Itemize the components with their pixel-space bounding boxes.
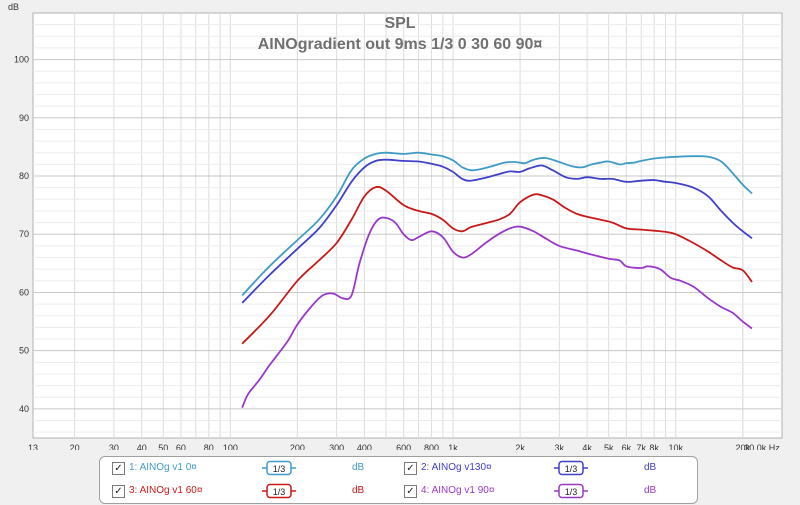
chart-title: SPL: [384, 15, 415, 32]
y-tick-label: 40: [19, 404, 29, 414]
x-tick-label: 8k: [649, 443, 659, 450]
legend-label-1: 1: AINOg v1 0¤: [129, 462, 197, 473]
x-tick-label: 30,0k Hz: [744, 443, 780, 450]
smoothing-button-1[interactable]: 1/3: [262, 460, 296, 476]
legend-label-2: 2: AINOg v130¤: [421, 462, 492, 473]
smoothing-icon: 1/3: [554, 483, 588, 499]
x-tick-label: 10k: [668, 443, 683, 450]
series-line-4: [241, 216, 753, 409]
smoothing-icon: 1/3: [262, 460, 296, 476]
chart-subtitle: AINOgradient out 9ms 1/3 0 30 60 90¤: [258, 36, 543, 53]
legend-checkbox-1[interactable]: ✓: [112, 462, 125, 475]
legend-unit-2: dB: [644, 462, 657, 473]
x-tick-label: 1k: [448, 443, 458, 450]
x-tick-label: 800: [424, 443, 439, 450]
y-unit-label: dB: [8, 2, 19, 12]
legend-unit-3: dB: [352, 485, 365, 496]
x-tick-label: 60: [176, 443, 186, 450]
series-line-1: [241, 151, 753, 297]
x-tick-label: 30: [109, 443, 119, 450]
legend-label-4: 4: AINOg v1 90¤: [421, 485, 495, 496]
legend-item-3[interactable]: ✓ 3: AINOg v1 60¤ 1/3 dB: [112, 481, 392, 501]
x-tick-label: 600: [396, 443, 411, 450]
x-tick-label: 3k: [555, 443, 565, 450]
smoothing-label: 1/3: [273, 487, 286, 497]
legend-item-2[interactable]: ✓ 2: AINOg v130¤ 1/3 dB: [404, 458, 684, 478]
spl-chart: 40 50 60 70 80 90 100 13 20 30 40 50 60 80 100 200 300 4…: [8, 2, 783, 450]
x-tick-label: 6k: [622, 443, 632, 450]
smoothing-button-4[interactable]: 1/3: [554, 483, 588, 499]
x-tick-label: 5k: [604, 443, 614, 450]
x-tick-label: 20k: [736, 443, 751, 450]
smoothing-button-2[interactable]: 1/3: [554, 460, 588, 476]
legend-checkbox-4[interactable]: ✓: [404, 485, 417, 498]
smoothing-button-3[interactable]: 1/3: [262, 483, 296, 499]
y-tick-label: 80: [19, 171, 29, 181]
y-tick-label: 60: [19, 287, 29, 297]
smoothing-label: 1/3: [565, 487, 578, 497]
x-tick-label: 300: [329, 443, 344, 450]
smoothing-label: 1/3: [565, 464, 578, 474]
y-axis: 40 50 60 70 80 90 100: [14, 55, 29, 414]
x-tick-label: 2k: [515, 443, 525, 450]
legend-unit-1: dB: [352, 462, 365, 473]
y-tick-label: 50: [19, 346, 29, 356]
y-tick-label: 90: [19, 113, 29, 123]
legend-unit-4: dB: [644, 485, 657, 496]
smoothing-icon: 1/3: [554, 460, 588, 476]
x-tick-label: 400: [357, 443, 372, 450]
smoothing-icon: 1/3: [262, 483, 296, 499]
legend-label-3: 3: AINOg v1 60¤: [129, 485, 203, 496]
x-tick-label: 200: [290, 443, 305, 450]
x-tick-label: 20: [70, 443, 80, 450]
y-tick-label: 70: [19, 229, 29, 239]
series-line-3: [241, 185, 753, 345]
legend-item-4[interactable]: ✓ 4: AINOg v1 90¤ 1/3 dB: [404, 481, 684, 501]
legend-checkbox-2[interactable]: ✓: [404, 462, 417, 475]
x-tick-label: 80: [204, 443, 214, 450]
series-line-2: [241, 158, 753, 304]
x-tick-label: 4k: [582, 443, 592, 450]
legend-checkbox-3[interactable]: ✓: [112, 485, 125, 498]
x-tick-label: 50: [158, 443, 168, 450]
x-axis: 13 20 30 40 50 60 80 100 200 300 400 600 800 1k 2k 3k 4k…: [28, 443, 780, 450]
legend-item-1[interactable]: ✓ 1: AINOg v1 0¤ 1/3 dB: [112, 458, 392, 478]
legend: ✓ 1: AINOg v1 0¤ 1/3 dB ✓ 2: AINOg v130¤…: [99, 456, 698, 504]
series-group: [241, 151, 753, 409]
x-tick-label: 100: [223, 443, 238, 450]
x-tick-label: 40: [137, 443, 147, 450]
grid: [33, 13, 782, 438]
x-tick-label: 13: [28, 443, 38, 450]
plot-area: [32, 12, 783, 439]
x-tick-label: 7k: [636, 443, 646, 450]
y-tick-label: 100: [14, 55, 29, 65]
smoothing-label: 1/3: [273, 464, 286, 474]
